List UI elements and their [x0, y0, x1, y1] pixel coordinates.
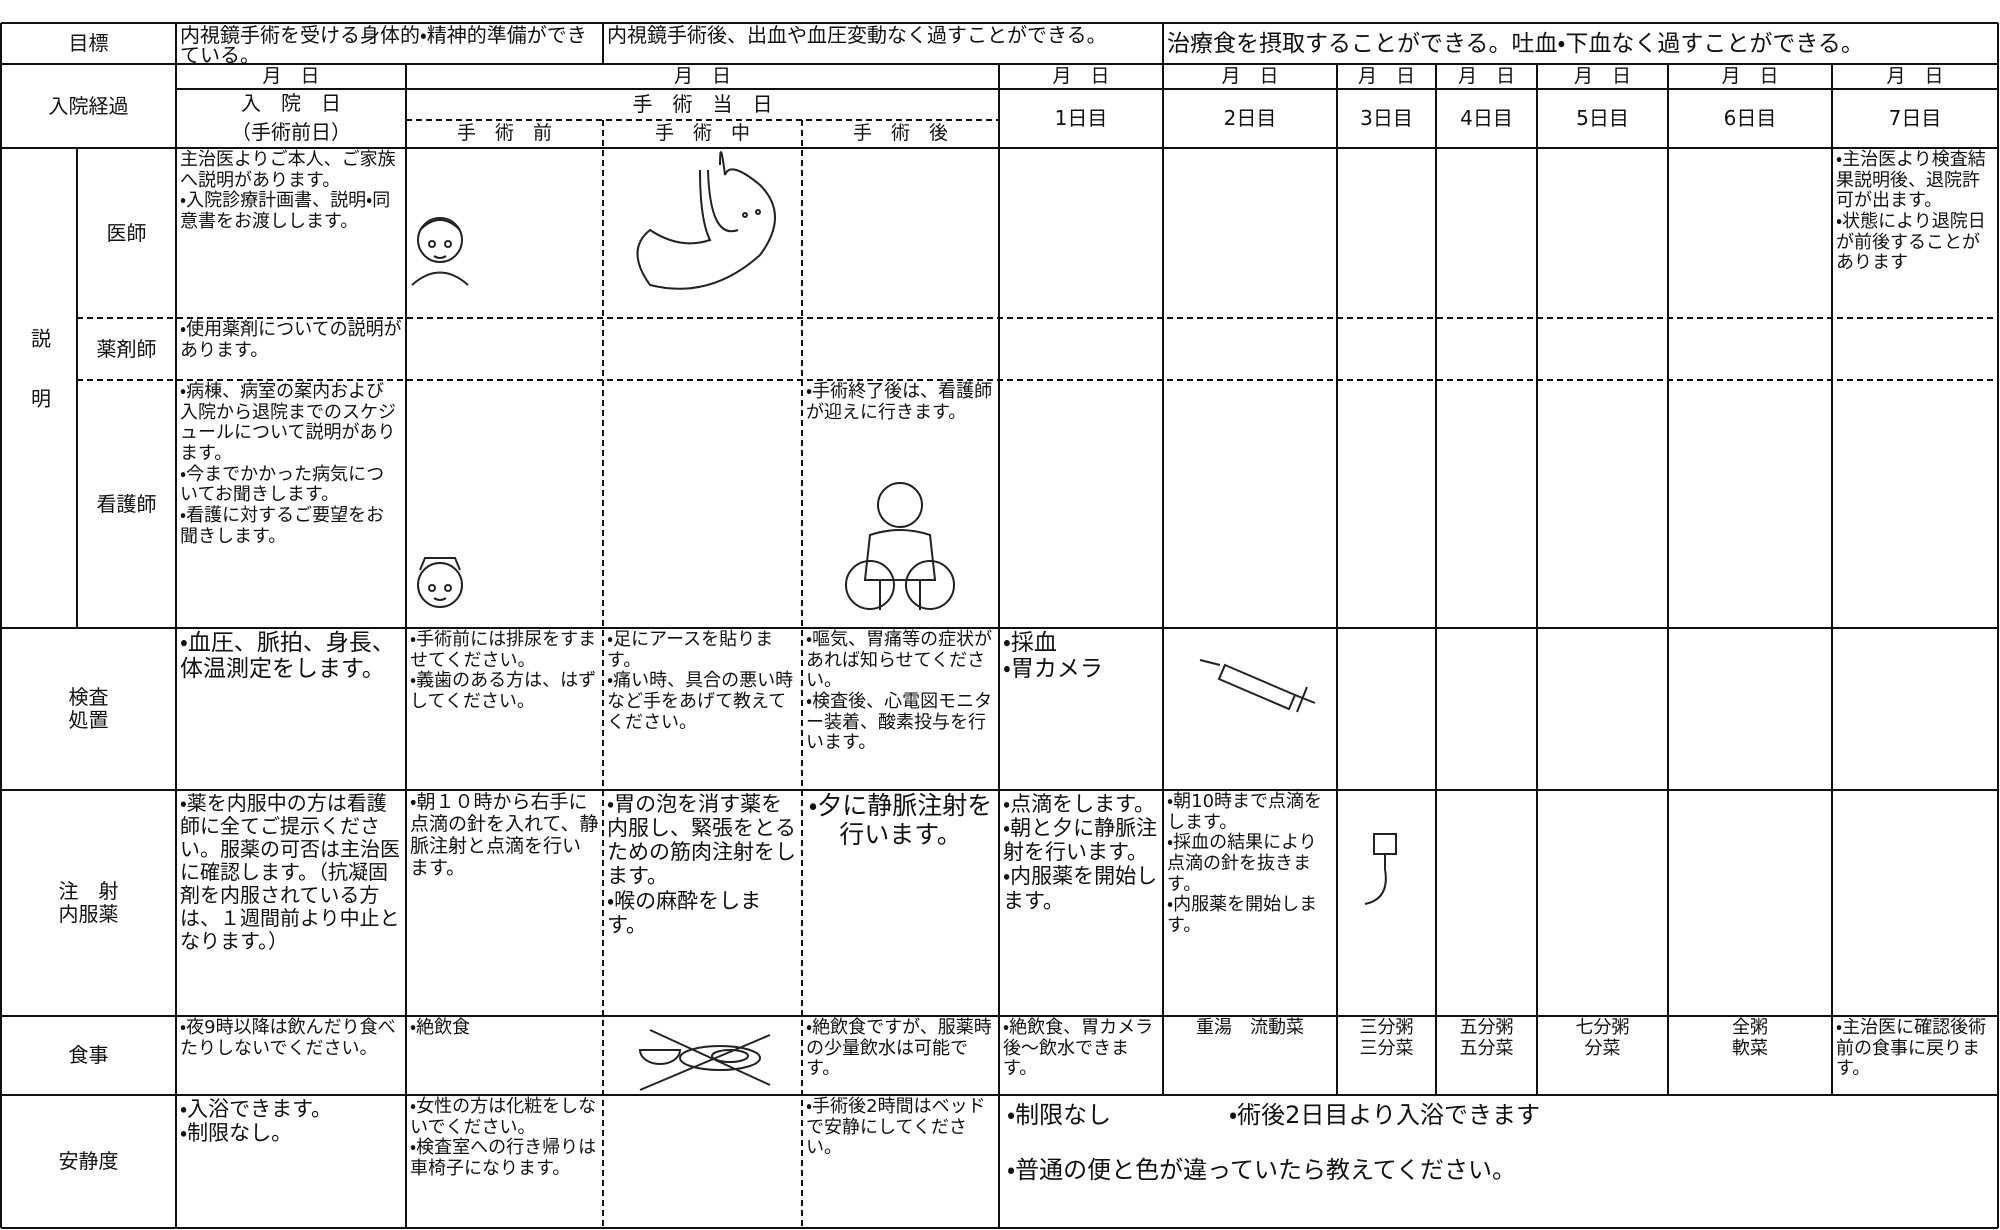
- cell-text: ・足にアースを貼ります。 ・痛い時、具合の悪い時など手をあげて教えてください。: [607, 629, 794, 733]
- cell-text: 三分粥 三分菜: [1359, 1017, 1414, 1059]
- goal-text: 治療食を摂取することができる。吐血・下血なく過すことができる。: [1167, 31, 1864, 57]
- day-label: 手 術 当 日: [632, 92, 773, 116]
- phase-label: 手 術 後: [852, 122, 948, 145]
- cell-text: ・朝10時まで点滴をします。 ・採血の結果により点滴の針を抜きます。 ・内服薬を…: [1167, 791, 1323, 937]
- rest-note: ・普通の便と色が違っていたら教えてください。: [1007, 1156, 1517, 1184]
- cell-text: ・絶飲食: [410, 1017, 471, 1038]
- cell-text: ・絶飲食、胃カメラ後～飲水できます。: [1003, 1017, 1154, 1080]
- cell-text: ・入浴できます。 ・制限なし。: [180, 1097, 333, 1146]
- cell-text: ・主治医より検査結果説明後、退院許可が出ます。 ・状態により退院日が前後すること…: [1836, 149, 1986, 274]
- row-label: 医師: [106, 220, 147, 245]
- date-label: 月 日: [1573, 64, 1631, 87]
- cell-text: ・主治医に確認後術前の食事に戻ります。: [1836, 1017, 1987, 1080]
- cell-text: ・薬を内服中の方は看護師に全てご提示ください。服薬の可否は主治医に確認します。（…: [180, 791, 400, 953]
- syringe-icon: [1199, 659, 1316, 713]
- wheelchair-icon: [845, 482, 955, 610]
- cell-text: 全粥 軟菜: [1732, 1017, 1768, 1059]
- day-label: 7日目: [1888, 106, 1942, 130]
- row-label: 安静度: [58, 1149, 119, 1173]
- course-label: 入院経過: [48, 93, 129, 118]
- goal-text: 内視鏡手術後、出血や血圧変動なく過すことができる。: [607, 23, 1107, 47]
- iv-drip-icon: [1364, 833, 1397, 905]
- goal-label: 目標: [68, 31, 109, 55]
- phase-label: 手 術 前: [456, 122, 552, 145]
- phase-label: 手 術 中: [654, 122, 750, 145]
- cell-text: ・手術前には排尿をすませてください。 ・義歯のある方は、はずしてください。: [410, 629, 597, 713]
- nurse-icon: [417, 557, 463, 608]
- cell-text: ・夕に静脈注射を行います。: [808, 791, 993, 849]
- day-label: 4日目: [1460, 106, 1513, 130]
- day-label: 6日目: [1723, 106, 1777, 130]
- cell-text: ・胃の泡を消す薬を内服し、緊張をとるための筋肉注射をします。 ・喉の麻酔をします…: [607, 792, 796, 937]
- cell-text: ・朝１０時から右手に点滴の針を入れて、静脈注射と点滴を行います。: [410, 791, 599, 879]
- cell-text: ・夜9時以降は飲んだり食べたりしないでください。: [180, 1017, 396, 1059]
- goal-text: 内視鏡手術を受ける身体的・精神的準備ができている。: [180, 23, 587, 64]
- date-label: 月 日: [1357, 64, 1415, 87]
- cell-text: 七分粥 分菜: [1575, 1017, 1630, 1059]
- doctor-icon: [411, 217, 469, 286]
- cell-text: ・女性の方は化粧をしないでください。 ・検査室への行き帰りは車椅子になります。: [410, 1096, 597, 1180]
- row-label: 看護師: [96, 491, 157, 516]
- row-label: 検査 処置: [68, 685, 109, 732]
- date-label: 月 日: [1886, 64, 1944, 87]
- cell-text: ・絶飲食ですが、服薬時の少量飲水は可能です。: [806, 1017, 992, 1080]
- cell-text: 重湯 流動菜: [1196, 1017, 1304, 1038]
- cell-text: ・血圧、脈拍、身長、体温測定をします。: [180, 630, 395, 683]
- cell-text: ・手術終了後は、看護師が迎えに行きます。: [806, 381, 993, 423]
- date-label: 月 日: [673, 64, 731, 87]
- day-label: 5日目: [1576, 106, 1629, 130]
- cell-text: ・使用薬剤についての説明があります。: [180, 319, 402, 361]
- fasting-food-icon: [638, 1029, 771, 1091]
- rest-note: ・制限なし: [1007, 1101, 1112, 1129]
- cell-text: ・嘔気、胃痛等の症状があれば知らせてください。 ・検査後、心電図モニター装着、酸…: [806, 629, 993, 754]
- day-label: 入 院 日: [241, 91, 341, 115]
- day-note: （手術前日）: [231, 119, 351, 144]
- cell-text: ・病棟、病室の案内および入院から退院までのスケジュールについて説明があります。 …: [180, 381, 396, 547]
- day-label: 3日目: [1360, 106, 1413, 130]
- day-label: 1日目: [1054, 106, 1108, 130]
- stomach-icon: [636, 151, 776, 290]
- cell-text: 主治医よりご本人、ご家族へ説明があります。 ・入院診療計画書、説明・同意書をお渡…: [180, 149, 396, 233]
- cell-text: ・手術後2時間はベッドで安静にしてください。: [806, 1096, 986, 1159]
- row-label: 食事: [68, 1043, 109, 1067]
- row-label: 薬剤師: [96, 336, 157, 361]
- date-label: 月 日: [262, 64, 320, 87]
- date-label: 月 日: [1052, 64, 1110, 87]
- date-label: 月 日: [1721, 64, 1779, 87]
- cell-text: 五分粥 五分菜: [1459, 1017, 1514, 1059]
- cell-text: ・点滴をします。 ・朝と夕に静脈注射を行います。 ・内服薬を開始します。: [1003, 792, 1158, 913]
- date-label: 月 日: [1221, 64, 1279, 87]
- day-label: 2日目: [1223, 106, 1277, 130]
- rest-note: ・術後2日目より入浴できます: [1229, 1101, 1540, 1129]
- cell-text: ・採血 ・胃カメラ: [1003, 630, 1103, 683]
- section-label: 説明: [27, 328, 52, 448]
- row-label: 注 射 内服薬: [58, 879, 119, 926]
- date-label: 月 日: [1457, 64, 1515, 87]
